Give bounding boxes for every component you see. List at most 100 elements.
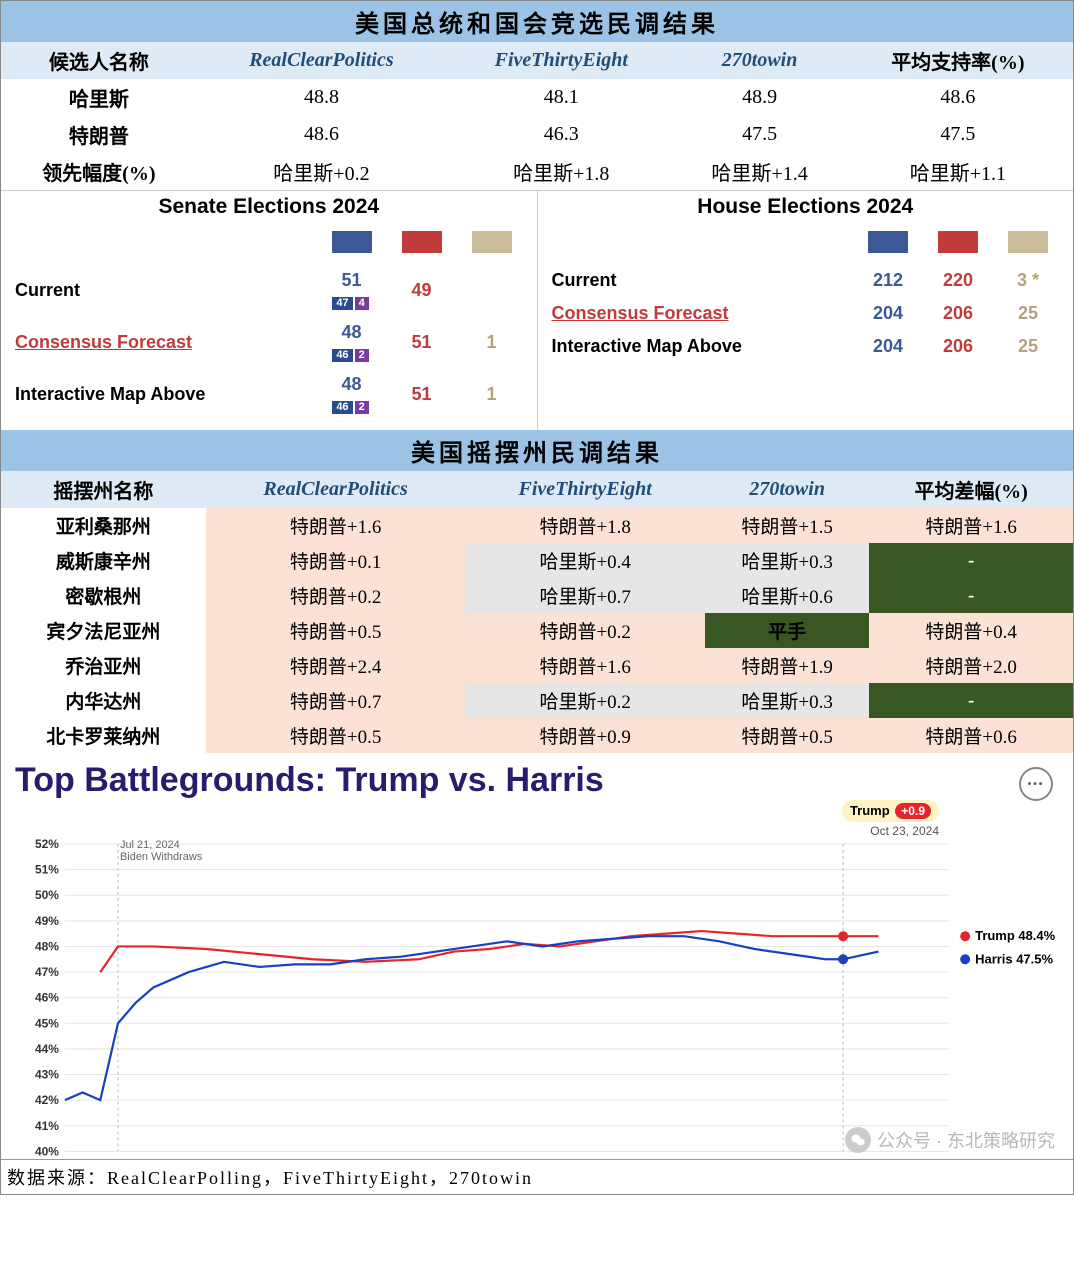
swing-cell: 哈里斯+0.2 (465, 683, 705, 718)
tossup-swatch (1008, 231, 1048, 253)
wechat-icon (845, 1127, 871, 1153)
poll-cell: 48.9 (676, 79, 842, 116)
poll-cell: 48.6 (843, 79, 1073, 116)
svg-text:43%: 43% (35, 1068, 59, 1082)
poll-cell: 哈里斯+1.8 (446, 153, 676, 190)
svg-text:41%: 41% (35, 1119, 59, 1133)
swing-cell: 哈里斯+0.6 (705, 578, 869, 613)
watermark: 公众号 · 东北策略研究 (845, 1127, 1055, 1153)
source-footer: 数据来源：RealClearPolling，FiveThirtyEight，27… (1, 1159, 1073, 1194)
congress-value: 51474 (317, 264, 387, 316)
svg-text:44%: 44% (35, 1042, 59, 1056)
badge: 46 (332, 401, 352, 414)
poll-cell: 特朗普 (1, 116, 197, 153)
congress-row-label[interactable]: Consensus Forecast (11, 316, 317, 368)
swing-cell: 特朗普+1.8 (465, 508, 705, 543)
annot-label: Trump (850, 803, 890, 818)
swing-cell: - (869, 683, 1073, 718)
swing-cell: 哈里斯+0.4 (465, 543, 705, 578)
svg-text:42%: 42% (35, 1093, 59, 1107)
swing-cell: 特朗普+1.6 (869, 508, 1073, 543)
swing-cell: 特朗普+1.6 (206, 508, 466, 543)
swing-table: 摇摆州名称RealClearPoliticsFiveThirtyEight270… (1, 471, 1073, 753)
swing-cell: 特朗普+0.5 (206, 718, 466, 753)
poll-cell: 47.5 (843, 116, 1073, 153)
swing-cell: 特朗普+0.2 (465, 613, 705, 648)
swing-cell: 特朗普+0.5 (206, 613, 466, 648)
swing-cell: 哈里斯+0.3 (705, 543, 869, 578)
badge: 2 (355, 349, 369, 362)
swing-cell: 特朗普+1.5 (705, 508, 869, 543)
swing-cell: 哈里斯+0.7 (465, 578, 705, 613)
poll-table: 候选人名称RealClearPoliticsFiveThirtyEight270… (1, 42, 1073, 190)
swing-header: FiveThirtyEight (465, 471, 705, 508)
senate-title: Senate Elections 2024 (11, 195, 527, 219)
watermark-text: 公众号 · 东北策略研究 (877, 1127, 1055, 1153)
poll-cell: 48.6 (197, 116, 446, 153)
congress-row-label: Current (548, 264, 854, 297)
swing-cell: 特朗普+0.6 (869, 718, 1073, 753)
poll-header: 候选人名称 (1, 42, 197, 79)
swing-header: 270towin (705, 471, 869, 508)
annot-date: Oct 23, 2024 (15, 824, 939, 838)
swing-state-name: 密歇根州 (1, 578, 206, 613)
svg-text:Harris 47.5%: Harris 47.5% (975, 951, 1053, 966)
swing-header: 摇摆州名称 (1, 471, 206, 508)
badge: 47 (332, 297, 352, 310)
poll-cell: 哈里斯+1.1 (843, 153, 1073, 190)
swing-cell: 特朗普+0.7 (206, 683, 466, 718)
svg-text:51%: 51% (35, 863, 59, 877)
congress-value: 48462 (317, 368, 387, 420)
badge: 46 (332, 349, 352, 362)
swing-header: 平均差幅(%) (869, 471, 1073, 508)
root: 美国总统和国会竞选民调结果 候选人名称RealClearPoliticsFive… (0, 0, 1074, 1195)
swing-header: RealClearPolitics (206, 471, 466, 508)
poll-cell: 48.8 (197, 79, 446, 116)
dem-swatch (868, 231, 908, 253)
congress-value: 212 (853, 264, 923, 297)
svg-text:46%: 46% (35, 991, 59, 1005)
house-panel: House Elections 2024 Current2122203 *Con… (537, 191, 1074, 430)
svg-text:Trump 48.4%: Trump 48.4% (975, 928, 1055, 943)
swing-state-name: 乔治亚州 (1, 648, 206, 683)
swing-title: 美国摇摆州民调结果 (1, 430, 1073, 471)
poll-header: 平均支持率(%) (843, 42, 1073, 79)
swing-cell: 平手 (705, 613, 869, 648)
svg-text:47%: 47% (35, 965, 59, 979)
swing-state-name: 宾夕法尼亚州 (1, 613, 206, 648)
congress-value: 51 (387, 368, 457, 420)
congress-value: 51 (387, 316, 457, 368)
svg-text:Jul 21, 2024: Jul 21, 2024 (120, 839, 180, 851)
congress-value: 25 (993, 297, 1063, 330)
congress-section: Senate Elections 2024 Current5147449Cons… (1, 190, 1073, 430)
swing-state-name: 威斯康辛州 (1, 543, 206, 578)
congress-value: 206 (923, 297, 993, 330)
congress-row-label[interactable]: Consensus Forecast (548, 297, 854, 330)
poll-header: 270towin (676, 42, 842, 79)
swing-cell: 特朗普+0.9 (465, 718, 705, 753)
svg-text:48%: 48% (35, 939, 59, 953)
swing-cell: 特朗普+0.2 (206, 578, 466, 613)
congress-value: 204 (853, 297, 923, 330)
swing-state-name: 北卡罗莱纳州 (1, 718, 206, 753)
poll-cell: 48.1 (446, 79, 676, 116)
swing-cell: 哈里斯+0.3 (705, 683, 869, 718)
poll-cell: 哈里斯+1.4 (676, 153, 842, 190)
poll-header: RealClearPolitics (197, 42, 446, 79)
swing-cell: 特朗普+2.4 (206, 648, 466, 683)
svg-text:49%: 49% (35, 914, 59, 928)
congress-value: 1 (457, 316, 527, 368)
congress-row-label: Interactive Map Above (548, 330, 854, 363)
congress-value: 48462 (317, 316, 387, 368)
congress-value: 1 (457, 368, 527, 420)
congress-value (457, 264, 527, 316)
congress-value: 220 (923, 264, 993, 297)
poll-cell: 哈里斯+0.2 (197, 153, 446, 190)
more-button[interactable]: ••• (1019, 767, 1053, 801)
poll-cell: 46.3 (446, 116, 676, 153)
congress-value: 204 (853, 330, 923, 363)
swing-cell: - (869, 543, 1073, 578)
dem-swatch (332, 231, 372, 253)
swing-cell: 特朗普+0.1 (206, 543, 466, 578)
chart-title: Top Battlegrounds: Trump vs. Harris (15, 761, 1059, 800)
